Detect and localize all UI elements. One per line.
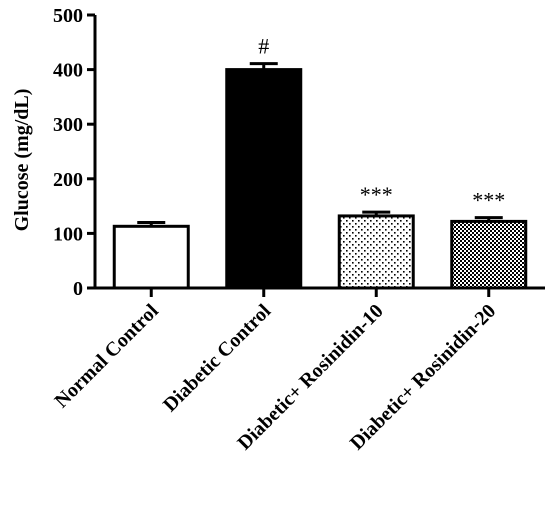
significance-mark: ***	[360, 182, 393, 207]
significance-mark: #	[258, 34, 269, 59]
bar-diabetic-rosinidin-20	[450, 219, 528, 290]
y-axis: 0 100 200 300 400 500	[53, 5, 97, 300]
y-tick-label: 300	[53, 114, 83, 136]
y-tick-label: 100	[53, 223, 83, 245]
x-tick-label: Diabetic Control	[159, 300, 276, 417]
bar-normal-control	[112, 224, 190, 290]
y-tick-label: 0	[73, 278, 83, 300]
bar-diabetic-rosinidin-10	[337, 214, 415, 290]
significance-mark: ***	[472, 188, 505, 213]
bars: # *** ***	[112, 34, 528, 290]
y-axis-label: Glucose (mg/dL)	[11, 89, 33, 232]
y-tick-label: 200	[53, 169, 83, 191]
x-tick-label: Normal Control	[50, 300, 163, 413]
y-tick-label: 400	[53, 60, 83, 82]
bar-diabetic-control	[225, 68, 303, 290]
y-tick-label: 500	[53, 5, 83, 27]
